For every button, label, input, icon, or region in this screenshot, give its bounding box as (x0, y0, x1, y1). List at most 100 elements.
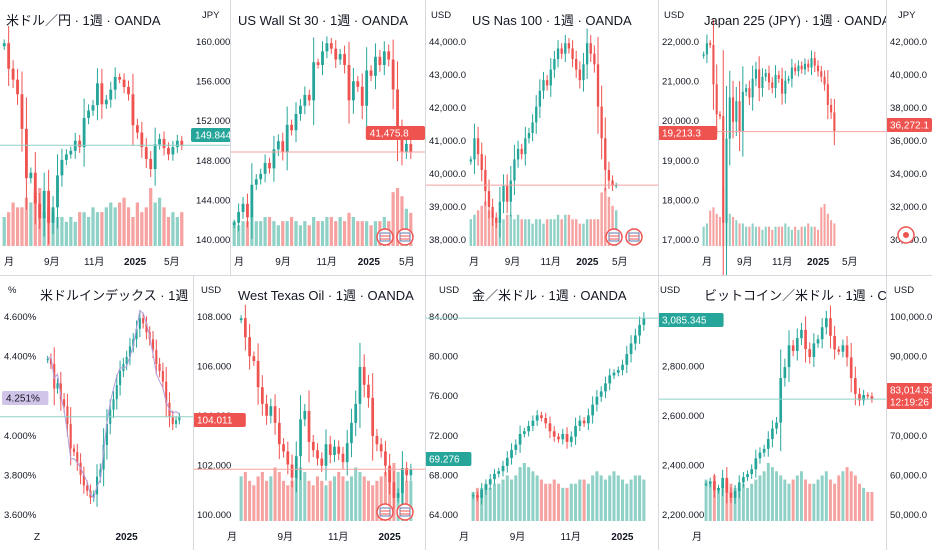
btcusd-pane[interactable]: 3,000.0002,800.0002,600.0002,400.0002,20… (658, 275, 886, 550)
us30-volume-bar (285, 221, 289, 246)
btcusd-candle (862, 395, 865, 401)
jp225-y-tick: 21,000.0 (662, 77, 699, 88)
xauusd-volume-bar (501, 479, 505, 521)
nas100-candle (615, 185, 618, 187)
nas100-candle (578, 69, 582, 81)
nas100-volume-bar (513, 219, 516, 246)
usdjpy-unit-label: JPY (200, 9, 222, 22)
dxy-title[interactable]: 米ドルインデックス · 1週 · TVC (40, 288, 193, 303)
btcusd-candle (708, 481, 712, 484)
jp225-volume-bar (767, 226, 771, 246)
dxy-chart[interactable]: 4.600%4.400%4.200%4.000%3.800%3.600%Z202… (0, 275, 193, 550)
us30-volume-bar (267, 217, 272, 246)
wti-volume-bar (286, 485, 290, 521)
jp225-candle (826, 84, 829, 105)
jp225-volume-bar (803, 226, 806, 246)
wti-title[interactable]: West Texas Oil · 1週 · OANDA (238, 288, 414, 303)
usdjpy-pane[interactable]: 160.000 156.000 152.000 148.000 144.000 140.0… (0, 0, 230, 275)
xauusd-candle (493, 473, 496, 480)
usdjpy-candle (78, 140, 82, 148)
wti-candle (358, 366, 362, 404)
btcusd-volume-bar (712, 475, 716, 521)
xauusd-title[interactable]: 金／米ドル · 1週 · OANDA (472, 288, 627, 303)
nas100-chart[interactable]: 44,000.0 43,000.0 42,000.0 41,000.0 40,000.0… (425, 0, 658, 275)
nas100-candle (476, 138, 480, 155)
wti-volume-bar (282, 480, 286, 521)
usdjpy-title[interactable]: 米ドル／円 · 1週 · OANDA (6, 13, 161, 28)
usdjpy-volume-bar (175, 217, 179, 246)
nas100-candle (607, 169, 611, 181)
xauusd-volume-bar (603, 479, 607, 521)
dxy-candle (59, 383, 62, 400)
us-flag-icon[interactable] (376, 228, 394, 246)
xauusd-x-tick: 11月 (561, 531, 581, 543)
us30-price-badge: 41,475.8 (365, 126, 425, 140)
nas100-candle (502, 185, 505, 202)
us-flag-icon[interactable] (396, 228, 414, 246)
us30-title[interactable]: US Wall St 30 · 1週 · OANDA (238, 13, 408, 28)
event-icon[interactable] (897, 226, 915, 244)
dxy-candle (119, 371, 122, 386)
xauusd-candle (480, 489, 484, 498)
us30-chart[interactable]: 月 9月 11月 2025 5月 41,475.8 (230, 0, 425, 275)
us30-candle (325, 43, 329, 52)
btc-scale-y-tick: 100,000.0 (890, 312, 932, 323)
jp225-volume-bar (777, 226, 780, 246)
btcusd-volume-bar (721, 483, 725, 521)
usdjpy-candle (60, 159, 64, 176)
wti-candle (396, 493, 400, 498)
usdjpy-volume-bar (29, 202, 33, 246)
usdjpy-price-badge: 149.844 (191, 128, 230, 142)
btcusd-title[interactable]: ビットコイン／米ドル · 1週 · COINBASE (704, 288, 886, 303)
jp225-scale-pane[interactable]: 42,000.0 40,000.0 38,000.0 36,000.0 34,000.0… (886, 0, 932, 275)
wti-volume-bar (243, 471, 247, 521)
us30-volume-bar (365, 221, 369, 246)
usdjpy-candle (104, 99, 108, 105)
xauusd-candle (476, 495, 479, 498)
us-flag-icon[interactable] (605, 228, 623, 246)
pane-divider[interactable] (193, 275, 194, 550)
wti-chart[interactable]: 108.000106.000104.000102.000100.000月9月11… (193, 275, 425, 550)
nas100-candle (509, 180, 512, 202)
nas100-title[interactable]: US Nas 100 · 1週 · OANDA (472, 13, 632, 28)
us30-candle (365, 70, 369, 106)
btc-scale-pane[interactable]: 100,000.090,000.080,000.070,000.060,000.… (886, 275, 932, 550)
jp225-chart[interactable]: 22,000.0 21,000.0 20,000.0 19,000.0 18,000.0… (658, 0, 886, 275)
us30-volume-bar (232, 221, 236, 246)
btcusd-volume-bar (758, 475, 762, 521)
wti-candle (324, 444, 328, 466)
us30-volume-bar (395, 188, 400, 246)
nas100-volume-bar (567, 214, 571, 246)
pane-divider[interactable] (0, 275, 932, 276)
jp225-title[interactable]: Japan 225 (JPY) · 1週 · OANDA (704, 13, 886, 28)
wti-candle (286, 451, 290, 465)
nas100-pane[interactable]: 44,000.0 43,000.0 42,000.0 41,000.0 40,000.0… (425, 0, 658, 275)
usdjpy-candle (135, 125, 139, 133)
us30-candle (338, 54, 342, 60)
wti-y-tick: 100.000 (197, 510, 231, 521)
us30-pane[interactable]: 月 9月 11月 2025 5月 41,475.8 US Wall St 30 · 1週 ·… (230, 0, 425, 275)
btcusd-chart[interactable]: 3,000.0002,800.0002,600.0002,400.0002,20… (658, 275, 886, 550)
jp225-scale-chart[interactable]: 42,000.0 40,000.0 38,000.0 36,000.0 34,000.0… (886, 0, 932, 275)
xauusd-candle (535, 415, 539, 421)
us-flag-icon[interactable] (396, 503, 414, 521)
us-flag-icon[interactable] (376, 503, 394, 521)
dxy-candle (161, 371, 164, 382)
jp225-pane[interactable]: 22,000.0 21,000.0 20,000.0 19,000.0 18,000.0… (658, 0, 886, 275)
btcusd-candle (758, 452, 762, 459)
nas100-y-tick: 41,000.0 (429, 136, 466, 147)
btc-scale-chart[interactable]: 100,000.090,000.080,000.070,000.060,000.… (886, 275, 932, 550)
usdjpy-chart[interactable]: 160.000 156.000 152.000 148.000 144.000 140.0… (0, 0, 230, 275)
us-flag-icon[interactable] (625, 228, 643, 246)
nas100-candle (524, 138, 527, 155)
nas100-candle (513, 159, 516, 181)
jp225-candle (751, 78, 754, 98)
btcusd-volume-bar (746, 487, 750, 521)
us30-candle (259, 173, 263, 180)
pane-divider[interactable] (230, 0, 231, 275)
wti-pane[interactable]: 108.000106.000104.000102.000100.000月9月11… (193, 275, 425, 550)
xauusd-pane[interactable]: 84.000 80.000 76.000 72.000 68.000 64.000 月 9月 1… (425, 275, 658, 550)
dxy-pane[interactable]: 4.600%4.400%4.200%4.000%3.800%3.600%Z202… (0, 275, 193, 550)
jp225-candle (820, 71, 823, 77)
